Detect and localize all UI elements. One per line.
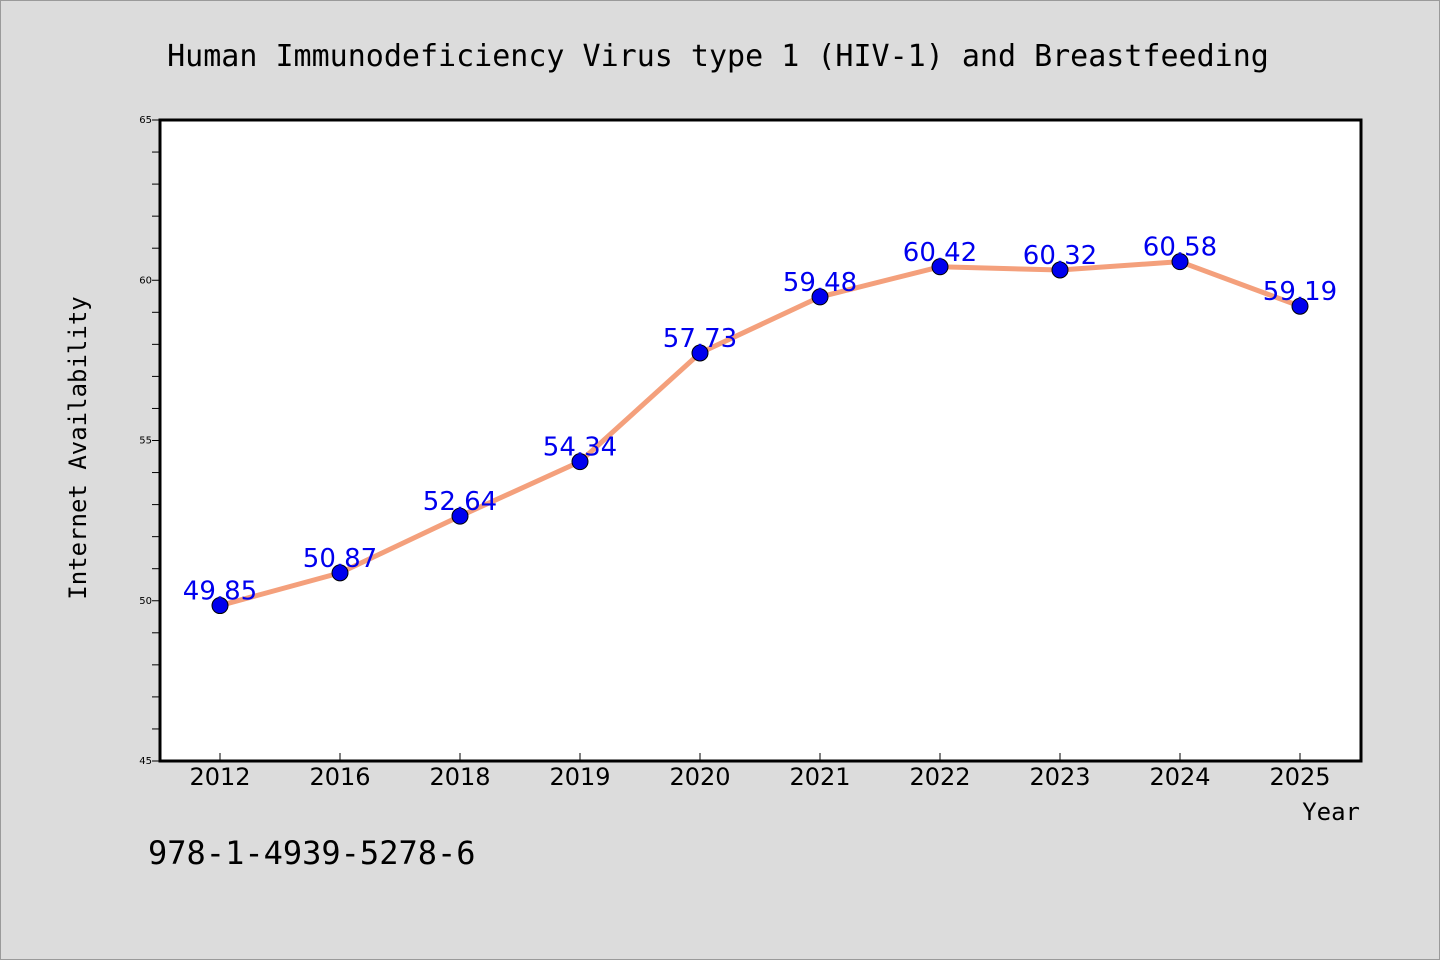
x-tick-label: 2020 bbox=[669, 763, 730, 791]
x-tick-label: 2016 bbox=[309, 763, 370, 791]
y-axis-title: Internet Availability bbox=[64, 296, 92, 599]
series-markers bbox=[211, 253, 1309, 615]
x-tick-label: 2023 bbox=[1029, 763, 1090, 791]
x-tick-label: 2022 bbox=[909, 763, 970, 791]
data-point bbox=[1171, 253, 1189, 271]
series-line bbox=[217, 259, 1303, 609]
y-tick-label: 55 bbox=[139, 436, 152, 447]
plot-border bbox=[158, 118, 1363, 763]
x-tick-label: 2012 bbox=[189, 763, 250, 791]
y-tick-label: 65 bbox=[139, 115, 152, 126]
x-axis-title: Year bbox=[1302, 798, 1360, 826]
data-labels: 49.85 50.87 52.64 54.34 57.73 59.48 60.42 60.32… bbox=[183, 233, 1337, 607]
x-tick-label: 2021 bbox=[789, 763, 850, 791]
data-point bbox=[811, 288, 829, 306]
data-point bbox=[1051, 261, 1069, 279]
y-tick-label: 45 bbox=[139, 756, 152, 767]
x-tick-label: 2018 bbox=[429, 763, 490, 791]
y-tick-label: 50 bbox=[139, 596, 152, 607]
data-point bbox=[331, 564, 349, 582]
data-label: 52.64 bbox=[423, 487, 497, 517]
data-label: 50.87 bbox=[303, 544, 377, 574]
data-point bbox=[211, 597, 229, 615]
chart-title: Human Immunodeficiency Virus type 1 (HIV… bbox=[167, 39, 1269, 74]
data-label: 57.73 bbox=[663, 324, 737, 354]
data-point bbox=[691, 344, 709, 362]
data-label: 54.34 bbox=[543, 433, 617, 463]
isbn-footer: 978-1-4939-5278-6 bbox=[148, 834, 476, 872]
x-tick-label: 2024 bbox=[1149, 763, 1210, 791]
plot-area bbox=[160, 120, 1361, 761]
data-point bbox=[931, 258, 949, 276]
data-label: 60.42 bbox=[903, 238, 977, 268]
data-label: 60.58 bbox=[1143, 233, 1217, 263]
x-axis: 2012 2016 2018 2019 2020 2021 2022 2023 2024 2025 bbox=[189, 753, 1331, 791]
data-point bbox=[571, 453, 589, 471]
data-point bbox=[451, 507, 469, 525]
x-tick-label: 2019 bbox=[549, 763, 610, 791]
data-label: 59.19 bbox=[1263, 277, 1337, 307]
x-tick-label: 2025 bbox=[1269, 763, 1330, 791]
y-axis: 45 50 55 60 65 bbox=[139, 115, 160, 767]
y-tick-label: 60 bbox=[139, 275, 152, 286]
data-point bbox=[1291, 297, 1309, 315]
data-label: 49.85 bbox=[183, 577, 257, 607]
data-label: 60.32 bbox=[1023, 241, 1097, 271]
data-label: 59.48 bbox=[783, 268, 857, 298]
